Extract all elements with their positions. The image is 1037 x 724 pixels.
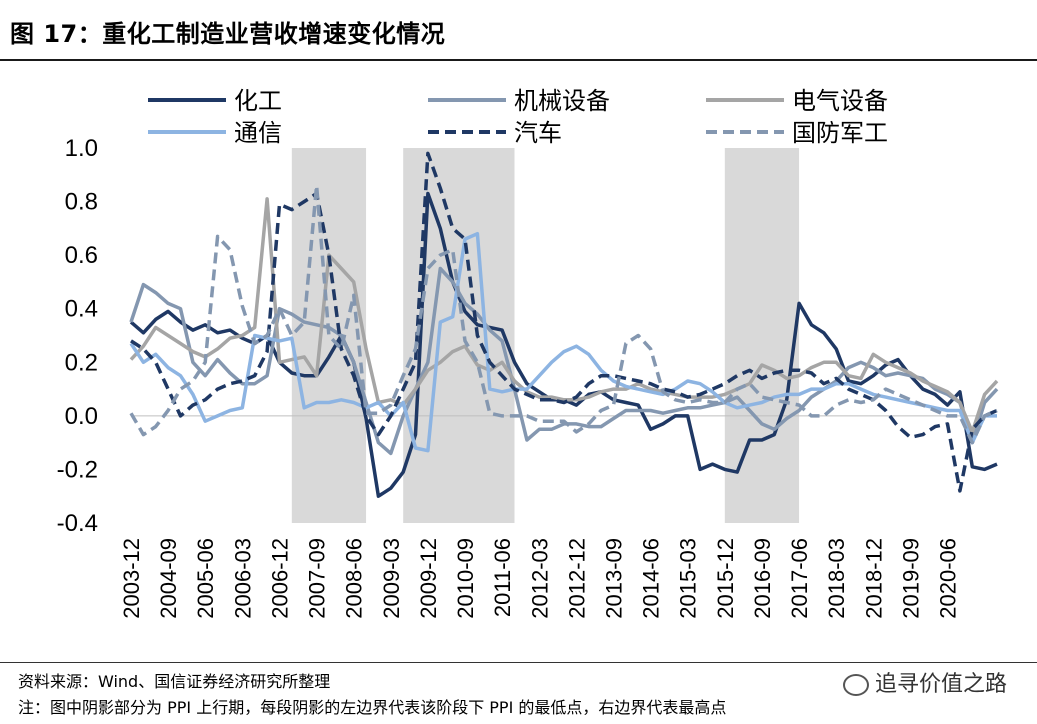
x-tick-label: 2018-03 bbox=[824, 538, 849, 619]
legend-label-5: 汽车 bbox=[514, 119, 562, 147]
series-line-6 bbox=[129, 183, 998, 445]
x-tick-label: 2010-09 bbox=[453, 538, 478, 619]
x-tick-label: 2013-09 bbox=[601, 538, 626, 619]
title-divider bbox=[0, 59, 1037, 61]
x-tick-label: 2016-09 bbox=[750, 538, 775, 619]
y-tick-label: -0.4 bbox=[57, 510, 98, 537]
x-tick-label: 2008-06 bbox=[342, 538, 367, 619]
legend-label-4: 通信 bbox=[234, 119, 282, 147]
x-tick-label: 2004-09 bbox=[156, 538, 181, 619]
x-tick-label: 2007-09 bbox=[305, 538, 330, 619]
series-line-2 bbox=[129, 266, 999, 456]
y-tick-label: 0.2 bbox=[65, 349, 98, 376]
figure-title-bar: 图 17：重化工制造业营收增速变化情况 bbox=[0, 0, 1037, 60]
legend-label-3: 电气设备 bbox=[792, 87, 888, 115]
y-tick-label: 0.0 bbox=[65, 403, 98, 430]
x-tick-label: 2009-12 bbox=[416, 538, 441, 619]
legend-label-2: 机械设备 bbox=[514, 87, 610, 115]
y-axis: 1.0 0.8 0.6 0.4 0.2 0.0 -0.2 -0.4 bbox=[57, 135, 98, 537]
x-tick-label: 2005-06 bbox=[193, 538, 218, 619]
x-tick-label: 2019-09 bbox=[898, 538, 923, 619]
y-tick-label: 0.4 bbox=[65, 296, 98, 323]
y-tick-label: -0.2 bbox=[57, 456, 98, 483]
x-axis: 2003-12 2004-09 2005-06 2006-03 2006-12 2007-… bbox=[119, 415, 997, 619]
x-tick-label: 2020-06 bbox=[936, 538, 961, 619]
y-tick-label: 0.8 bbox=[65, 189, 98, 216]
figure-title: 图 17：重化工制造业营收增速变化情况 bbox=[10, 20, 446, 48]
y-tick-label: 1.0 bbox=[65, 135, 98, 162]
shaded-periods bbox=[291, 148, 800, 523]
line-chart: 1.0 0.8 0.6 0.4 0.2 0.0 -0.2 -0.4 2003-12 2004-0… bbox=[57, 87, 999, 619]
series-line-5 bbox=[130, 151, 998, 493]
legend-label-1: 化工 bbox=[234, 87, 282, 115]
x-tick-label: 2012-12 bbox=[564, 538, 589, 619]
source-note: 资料来源：Wind、国信证券经济研究所整理 bbox=[18, 672, 331, 691]
footer-divider bbox=[0, 662, 1037, 663]
x-tick-label: 2012-03 bbox=[527, 538, 552, 619]
series-line-4 bbox=[129, 231, 997, 453]
x-tick-label: 2009-03 bbox=[379, 538, 404, 619]
y-tick-label: 0.6 bbox=[65, 242, 98, 269]
x-tick-label: 2014-06 bbox=[639, 538, 664, 619]
series-lines bbox=[129, 151, 999, 498]
x-tick-label: 2017-06 bbox=[787, 538, 812, 619]
footnote: 注：图中阴影部分为 PPI 上行期，每段阴影的左边界代表该阶段下 PPI 的最低… bbox=[18, 698, 727, 717]
series-line-1 bbox=[129, 191, 998, 498]
watermark: 追寻价值之路 bbox=[842, 666, 1007, 698]
legend-label-6: 国防军工 bbox=[792, 119, 888, 147]
shaded-period-3 bbox=[724, 148, 800, 523]
x-tick-label: 2015-03 bbox=[676, 538, 701, 619]
series-line-3 bbox=[129, 197, 999, 434]
x-tick-label: 2015-12 bbox=[713, 538, 738, 619]
x-tick-label: 2006-03 bbox=[230, 538, 255, 619]
x-tick-label: 2011-06 bbox=[490, 538, 515, 617]
wechat-icon bbox=[842, 674, 869, 696]
x-tick-label: 2006-12 bbox=[267, 538, 292, 619]
shaded-period-1 bbox=[291, 148, 367, 523]
x-tick-label: 2003-12 bbox=[119, 538, 144, 619]
watermark-text: 追寻价值之路 bbox=[874, 672, 1007, 697]
x-tick-label: 2018-12 bbox=[861, 538, 886, 619]
